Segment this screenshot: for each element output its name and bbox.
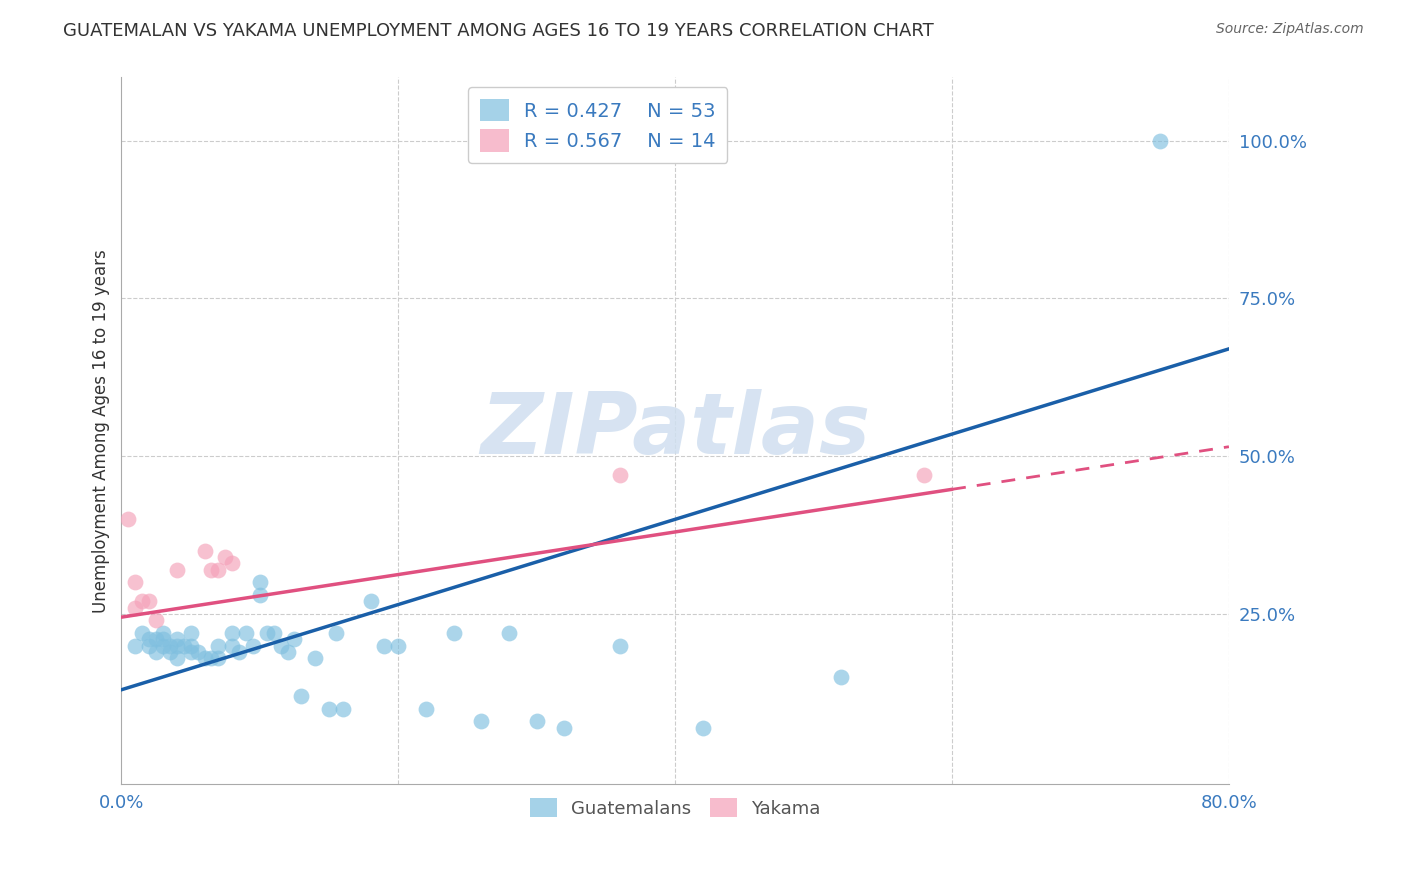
Point: [692, 721, 714, 735]
Point: [124, 600, 146, 615]
Point: [207, 563, 229, 577]
Point: [221, 639, 243, 653]
Point: [180, 645, 202, 659]
Point: [249, 588, 271, 602]
Point: [180, 626, 202, 640]
Point: [159, 645, 181, 659]
Point: [117, 512, 139, 526]
Point: [304, 651, 326, 665]
Point: [830, 670, 852, 684]
Point: [242, 639, 264, 653]
Point: [318, 701, 340, 715]
Point: [159, 639, 181, 653]
Point: [200, 651, 222, 665]
Point: [166, 563, 188, 577]
Text: ZIPatlas: ZIPatlas: [479, 390, 870, 473]
Point: [228, 645, 250, 659]
Point: [325, 626, 347, 640]
Point: [152, 626, 174, 640]
Point: [609, 468, 631, 483]
Point: [152, 639, 174, 653]
Point: [1149, 134, 1171, 148]
Point: [249, 575, 271, 590]
Point: [131, 626, 153, 640]
Point: [152, 632, 174, 647]
Point: [277, 645, 299, 659]
Point: [166, 651, 188, 665]
Point: [193, 651, 215, 665]
Point: [912, 468, 935, 483]
Point: [145, 613, 167, 627]
Point: [207, 651, 229, 665]
Point: [180, 639, 202, 653]
Point: [263, 626, 285, 640]
Point: [166, 632, 188, 647]
Point: [387, 639, 409, 653]
Point: [470, 714, 492, 729]
Point: [498, 626, 520, 640]
Point: [166, 639, 188, 653]
Point: [187, 645, 209, 659]
Point: [373, 639, 395, 653]
Point: [270, 639, 292, 653]
Point: [124, 575, 146, 590]
Point: [290, 689, 312, 703]
Point: [173, 639, 195, 653]
Point: [131, 594, 153, 608]
Point: [221, 626, 243, 640]
Point: [207, 639, 229, 653]
Point: [138, 639, 160, 653]
Point: [124, 639, 146, 653]
Point: [138, 594, 160, 608]
Point: [145, 645, 167, 659]
Point: [553, 721, 575, 735]
Point: [332, 701, 354, 715]
Point: [443, 626, 465, 640]
Point: [138, 632, 160, 647]
Point: [283, 632, 305, 647]
Y-axis label: Unemployment Among Ages 16 to 19 years: Unemployment Among Ages 16 to 19 years: [93, 249, 110, 613]
Point: [360, 594, 382, 608]
Text: GUATEMALAN VS YAKAMA UNEMPLOYMENT AMONG AGES 16 TO 19 YEARS CORRELATION CHART: GUATEMALAN VS YAKAMA UNEMPLOYMENT AMONG …: [63, 22, 934, 40]
Point: [193, 544, 215, 558]
Point: [214, 550, 236, 565]
Point: [415, 701, 437, 715]
Point: [526, 714, 548, 729]
Point: [145, 632, 167, 647]
Point: [609, 639, 631, 653]
Text: Source: ZipAtlas.com: Source: ZipAtlas.com: [1216, 22, 1364, 37]
Point: [235, 626, 257, 640]
Point: [256, 626, 278, 640]
Point: [221, 557, 243, 571]
Point: [200, 563, 222, 577]
Legend: Guatemalans, Yakama: Guatemalans, Yakama: [523, 791, 828, 825]
